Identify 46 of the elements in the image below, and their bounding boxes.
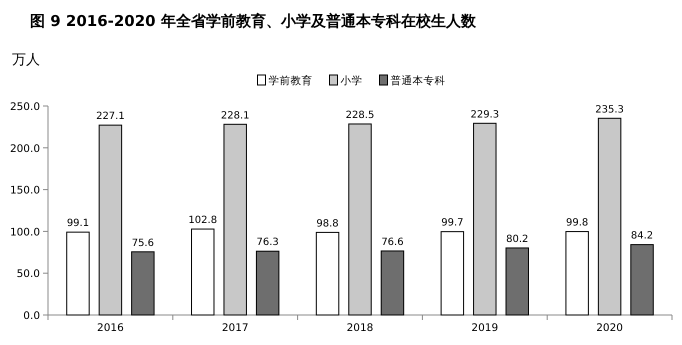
y-tick-label: 50.0	[16, 268, 40, 280]
y-tick-label: 250.0	[10, 101, 40, 113]
bar	[348, 123, 372, 316]
data-label: 84.2	[630, 230, 654, 242]
data-label: 228.5	[346, 110, 374, 121]
y-tick-label: 150.0	[10, 184, 40, 197]
bar	[98, 124, 122, 316]
x-tick-label: 2017	[222, 322, 249, 334]
bar	[66, 232, 90, 316]
data-label: 99.7	[441, 218, 464, 229]
x-tick-label: 2018	[346, 322, 374, 334]
bar	[440, 231, 464, 316]
bar	[380, 250, 404, 316]
chart-title: 图 9 2016-2020 年全省学前教育、小学及普通本专科在校生人数	[30, 12, 477, 30]
bar	[630, 244, 654, 316]
bar	[598, 118, 622, 316]
bar	[473, 122, 497, 316]
data-label: 80.2	[506, 234, 528, 245]
data-label: 229.3	[470, 109, 500, 120]
bar	[316, 232, 340, 316]
y-axis-title: 万人	[12, 52, 40, 68]
data-label: 76.3	[256, 237, 279, 248]
y-tick-label: 0.0	[23, 310, 40, 322]
bar	[506, 247, 529, 316]
bar	[191, 228, 214, 316]
legend-label: 小学	[340, 74, 362, 87]
legend-label: 学前教育	[268, 74, 312, 87]
y-tick-label: 100.0	[10, 226, 40, 238]
data-label: 228.1	[220, 110, 250, 122]
y-tick-label: 200.0	[10, 142, 40, 155]
data-label: 75.6	[132, 238, 154, 249]
data-label: 99.1	[66, 218, 90, 230]
x-tick-label: 2020	[596, 322, 623, 334]
legend-label: 普通本专科	[390, 74, 446, 87]
x-tick-label: 2016	[97, 322, 124, 334]
data-label: 99.8	[566, 218, 588, 229]
bar	[223, 124, 247, 316]
data-label: 76.6	[381, 236, 404, 248]
bar	[131, 251, 155, 316]
x-tick-label: 2019	[471, 322, 498, 334]
data-label: 98.8	[316, 218, 339, 230]
data-label: 102.8	[188, 215, 218, 226]
bar	[565, 231, 589, 316]
bar	[256, 250, 280, 316]
data-label: 235.3	[595, 104, 624, 116]
data-label: 227.1	[96, 111, 125, 122]
